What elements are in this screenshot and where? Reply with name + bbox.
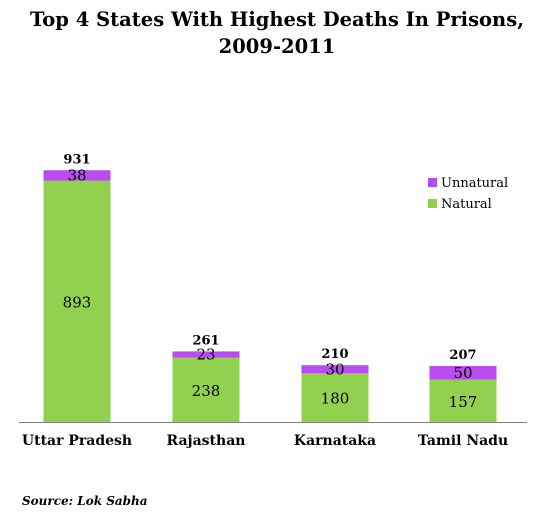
bar-natural [301,373,369,422]
bar-natural [172,357,240,422]
data-label-natural: 180 [321,390,350,408]
x-tick-label: Rajasthan [167,433,246,449]
legend-label: Natural [441,197,492,212]
data-label-unnatural: 38 [67,166,86,184]
data-label-natural: 893 [63,293,92,311]
bar-unnatural [301,365,369,374]
bar-unnatural [172,351,240,358]
data-label-natural: 157 [449,393,478,411]
chart-title-line2: 2009-2011 [218,35,336,58]
x-tick-label: Tamil Nadu [418,433,508,449]
bar-natural [429,379,497,422]
legend-swatch [428,178,437,187]
bar-unnatural [43,170,111,181]
x-tick-label: Uttar Pradesh [22,433,132,449]
bar-unnatural [429,366,497,380]
x-tick-label: Karnataka [294,433,376,449]
data-label-total: 931 [63,152,90,167]
chart-title-line1: Top 4 States With Highest Deaths In Pris… [30,8,524,31]
source-note: Source: Lok Sabha [22,494,148,508]
legend-swatch [428,199,437,208]
data-label-total: 207 [449,348,476,363]
data-label-unnatural: 23 [196,346,215,364]
data-label-unnatural: 30 [325,360,344,378]
chart-title: Top 4 States With Highest Deaths In Pris… [0,6,554,60]
bar-natural [43,180,111,422]
data-label-total: 261 [192,333,219,348]
data-label-total: 210 [321,347,348,362]
data-label-unnatural: 50 [453,364,472,382]
legend-label: Unnatural [441,176,508,191]
data-label-natural: 238 [192,382,221,400]
